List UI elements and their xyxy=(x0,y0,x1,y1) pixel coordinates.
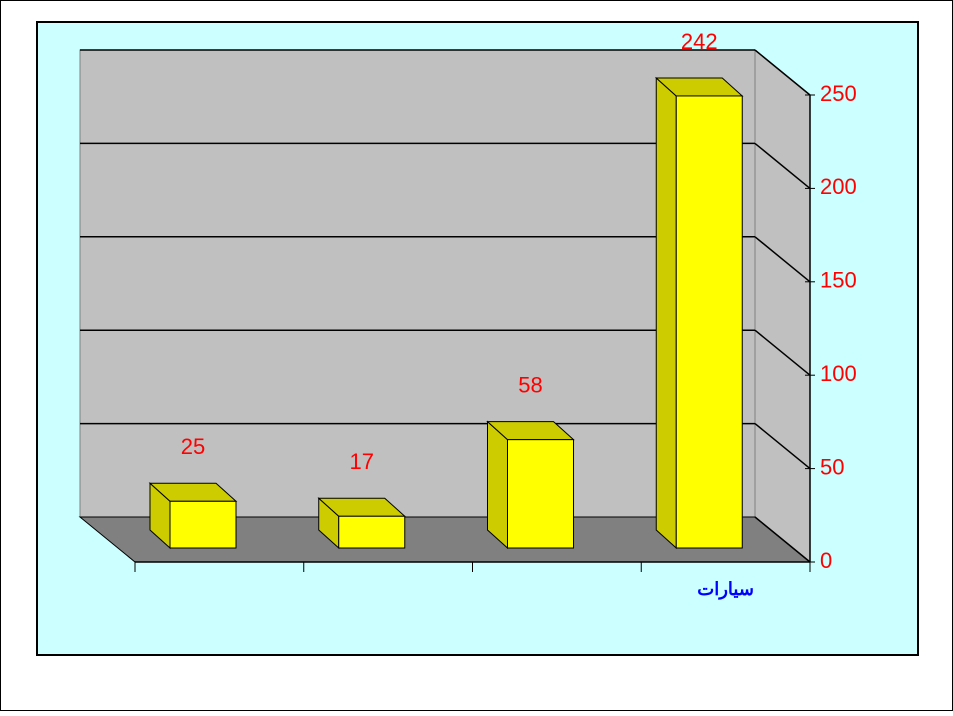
bar xyxy=(675,95,743,549)
y-tick-label: 0 xyxy=(820,548,832,573)
side-grid-line xyxy=(754,423,811,470)
side-grid-line xyxy=(754,516,811,563)
value-label: 242 xyxy=(681,29,718,54)
value-label: 17 xyxy=(350,449,374,474)
side-grid-line xyxy=(754,49,811,96)
y-tick-label: 50 xyxy=(820,454,844,479)
side-wall xyxy=(754,48,811,564)
y-tick-label: 200 xyxy=(820,174,857,199)
bar xyxy=(338,515,406,549)
bar-side xyxy=(655,76,677,550)
y-tick-label: 150 xyxy=(820,268,857,293)
bar xyxy=(169,500,237,549)
bar-side xyxy=(487,420,508,550)
y-tick-label: 100 xyxy=(820,361,857,386)
side-grid-line xyxy=(754,329,811,376)
y-tick-label: 250 xyxy=(820,81,857,106)
side-grid-line xyxy=(754,142,811,189)
value-label: 25 xyxy=(181,434,205,459)
side-grid-line xyxy=(754,236,811,283)
bar xyxy=(507,439,574,549)
value-label: 58 xyxy=(518,372,542,397)
x-tick-label: سيارات xyxy=(697,579,754,600)
